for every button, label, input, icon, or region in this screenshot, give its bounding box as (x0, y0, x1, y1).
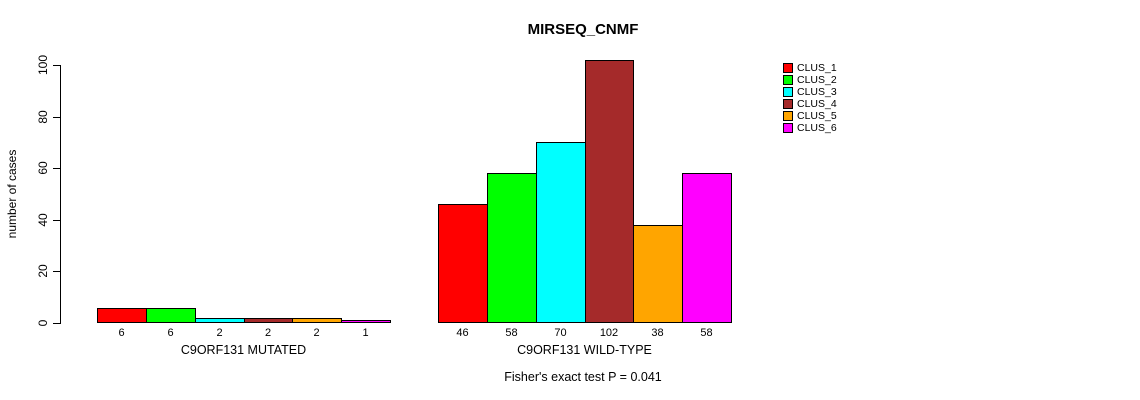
group-label: C9ORF131 WILD-TYPE (517, 343, 652, 357)
legend-item: CLUS_5 (783, 110, 837, 122)
bar-clus_3-group2 (536, 142, 586, 323)
bar-value-label: 38 (651, 327, 664, 339)
bar-value-label: 6 (118, 327, 125, 339)
legend-label: CLUS_5 (797, 110, 837, 122)
y-tick (53, 219, 60, 221)
bar-value-label: 58 (505, 327, 518, 339)
bar-value-label: 2 (216, 327, 223, 339)
y-tick (53, 168, 60, 170)
y-tick-label: 40 (36, 213, 50, 227)
bar-value-label: 2 (313, 327, 320, 339)
y-tick (53, 323, 60, 324)
bar-value-label: 1 (362, 327, 369, 339)
chart-title: MIRSEQ_CNMF (527, 21, 639, 38)
y-tick-label: 80 (36, 109, 50, 124)
legend-color-swatch (783, 75, 793, 85)
y-tick-label: 60 (36, 161, 50, 175)
legend-label: CLUS_2 (797, 74, 837, 86)
y-tick (53, 271, 60, 273)
bar-value-label: 102 (599, 327, 619, 339)
bar-clus_3-group1 (195, 318, 245, 323)
legend-label: CLUS_6 (797, 122, 837, 134)
y-axis-line (60, 65, 61, 324)
bar-value-label: 2 (264, 327, 272, 339)
legend-label: CLUS_4 (797, 98, 837, 110)
y-tick (53, 65, 60, 66)
y-tick-label: 20 (36, 264, 50, 279)
bar-clus_4-group1 (244, 318, 293, 323)
bar-value-label: 46 (456, 327, 469, 339)
bar-clus_2-group2 (487, 173, 537, 323)
legend-color-swatch (783, 99, 793, 109)
legend-label: CLUS_3 (797, 86, 837, 98)
bar-clus_6-group2 (682, 173, 732, 323)
bar-value-label: 6 (167, 327, 174, 339)
y-axis-title: number of cases (5, 149, 19, 239)
legend-item: CLUS_3 (783, 86, 837, 98)
legend-label: CLUS_1 (797, 62, 837, 74)
legend-item: CLUS_6 (783, 122, 837, 134)
legend-color-swatch (783, 111, 793, 121)
stat-annotation: Fisher's exact test P = 0.041 (504, 370, 662, 384)
legend-item: CLUS_1 (783, 62, 837, 74)
bar-clus_4-group2 (585, 60, 634, 323)
bar-clus_5-group1 (292, 318, 342, 323)
bar-value-label: 58 (700, 327, 713, 339)
bar-value-label: 70 (554, 327, 567, 339)
group-label: C9ORF131 MUTATED (180, 343, 307, 357)
y-tick-label: 0 (36, 319, 50, 327)
legend-color-swatch (783, 87, 793, 97)
bar-clus_5-group2 (633, 225, 683, 323)
bar-clus_2-group1 (146, 308, 196, 323)
y-tick (53, 116, 60, 118)
y-tick-label: 100 (36, 54, 50, 76)
legend: CLUS_1 CLUS_2 CLUS_3 CLUS_4 CLUS_5 CLUS_6 (783, 62, 837, 134)
bar-clus_1-group2 (438, 204, 488, 323)
legend-color-swatch (783, 123, 793, 133)
legend-item: CLUS_2 (783, 74, 837, 86)
bar-clus_1-group1 (97, 308, 147, 323)
legend-color-swatch (783, 63, 793, 73)
bar-clus_6-group1 (341, 320, 391, 323)
legend-item: CLUS_4 (783, 98, 837, 110)
